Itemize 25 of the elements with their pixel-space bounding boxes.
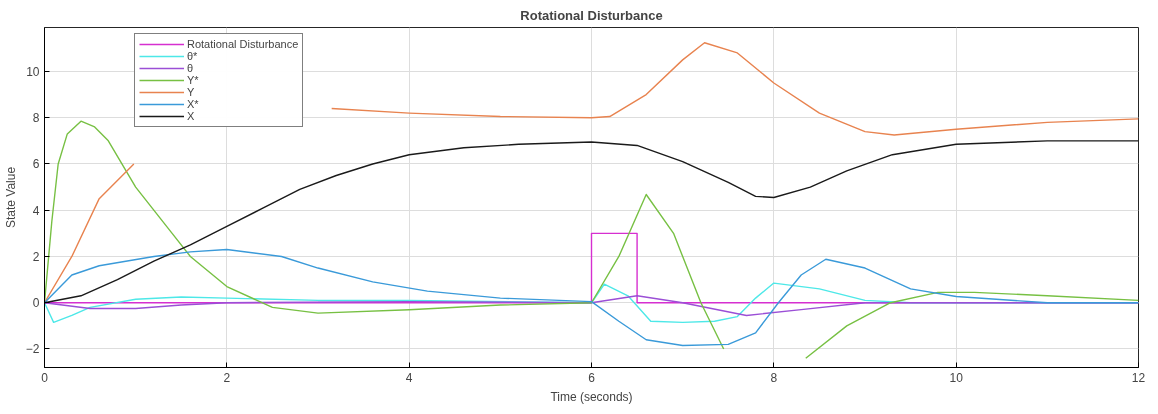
x-tick-label: 2 xyxy=(223,370,231,385)
legend-label: θ* xyxy=(187,50,199,62)
x-tick-label: 4 xyxy=(405,370,413,385)
legend-label: X xyxy=(187,110,196,122)
x-tick-label: 8 xyxy=(770,370,778,385)
legend-label: Y* xyxy=(187,74,200,86)
x-tick-label: 12 xyxy=(1131,370,1146,385)
y-tick-label: 4 xyxy=(32,203,40,218)
legend-label: Rotational Disturbance xyxy=(187,38,299,50)
y-tick-label: 8 xyxy=(32,111,40,126)
legend-label: Y xyxy=(187,86,196,98)
x-tick-label: 10 xyxy=(949,370,964,385)
y-tick-label: 2 xyxy=(32,249,40,264)
y-tick-label: −2 xyxy=(25,342,40,357)
y-tick-label: 10 xyxy=(26,64,40,79)
y-axis-title: State Value xyxy=(3,166,18,229)
y-tick-label: 0 xyxy=(32,296,40,311)
x-axis-title: Time (seconds) xyxy=(550,389,633,404)
line-series xyxy=(44,140,1139,304)
y-tick-label: 6 xyxy=(32,157,40,172)
chart-title: Rotational Disturbance xyxy=(520,7,663,23)
legend-label: X* xyxy=(187,98,200,110)
legend-label: θ xyxy=(187,62,195,74)
x-tick-label: 6 xyxy=(588,370,596,385)
line-series xyxy=(44,248,1139,347)
